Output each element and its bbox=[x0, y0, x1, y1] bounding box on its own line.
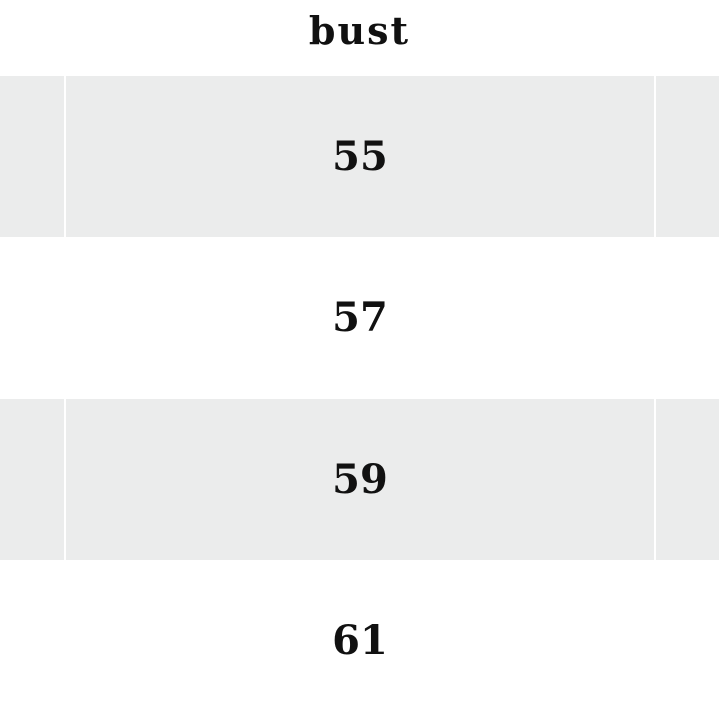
table-cell: 59 bbox=[332, 456, 388, 503]
table-row: 57 bbox=[0, 237, 719, 398]
table-row: 59 bbox=[0, 399, 719, 560]
table-cell: 57 bbox=[332, 294, 388, 341]
cell-divider bbox=[654, 76, 656, 237]
table-row: 55 bbox=[0, 76, 719, 237]
cell-divider bbox=[654, 399, 656, 560]
cell-divider bbox=[64, 399, 66, 560]
cell-divider bbox=[64, 76, 66, 237]
table-cell: 61 bbox=[332, 617, 388, 664]
column-header: bust bbox=[0, 0, 719, 76]
table-row: 61 bbox=[0, 560, 719, 721]
column-header-label: bust bbox=[308, 8, 411, 53]
table-cell: 55 bbox=[332, 133, 388, 180]
